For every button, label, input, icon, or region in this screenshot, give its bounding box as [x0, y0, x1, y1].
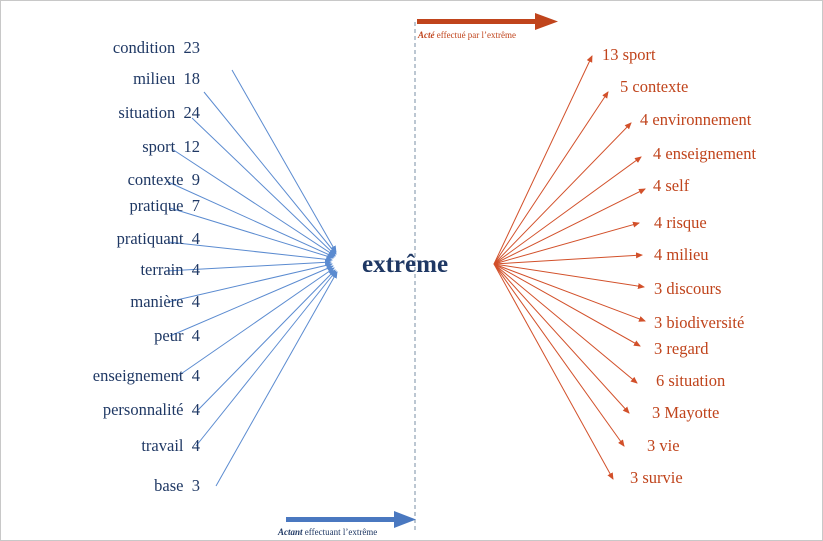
left-arrow [169, 207, 334, 260]
right-arrow [493, 55, 593, 265]
left-term: manière 4 [130, 292, 200, 311]
right-term: 3 discours [654, 279, 722, 298]
bottom-legend-arrow [286, 511, 416, 528]
right-term: 3 vie [647, 436, 680, 455]
right-term: 3 regard [654, 339, 709, 358]
right-arrow [493, 221, 640, 265]
left-term: pratiquant 4 [116, 229, 200, 248]
right-arrow [493, 263, 645, 290]
left-arrow [203, 91, 337, 255]
left-arrow [165, 259, 332, 272]
left-arrow [191, 117, 336, 256]
left-arrow [215, 271, 338, 487]
right-arrow [493, 91, 609, 265]
right-arrow [493, 188, 646, 265]
right-term: 6 situation [656, 371, 726, 390]
right-term: 4 enseignement [653, 144, 757, 163]
right-term: 4 milieu [654, 245, 709, 264]
left-term: travail 4 [141, 436, 200, 455]
left-term: contexte 9 [127, 170, 200, 189]
right-arrow [493, 252, 643, 265]
right-arrows [493, 55, 646, 480]
center-word: extrême [362, 251, 449, 278]
left-arrow [197, 269, 336, 411]
left-term: sport 12 [142, 137, 200, 156]
left-arrow [171, 148, 336, 257]
bottom-caption: Actant effectuant l’extrême [278, 527, 378, 537]
left-term: milieu 18 [133, 69, 200, 88]
right-term: 3 survie [630, 468, 683, 487]
left-term: enseignement 4 [92, 366, 200, 385]
top-caption: Acté effectué par l’extrême [418, 30, 517, 40]
right-arrow [493, 263, 646, 322]
left-arrow [231, 69, 337, 253]
left-term: base 3 [154, 476, 200, 495]
right-arrow [493, 122, 632, 265]
left-arrow [167, 262, 333, 303]
right-arrow [493, 156, 642, 265]
right-arrow [493, 263, 641, 347]
left-arrow [195, 270, 337, 447]
left-arrow [177, 267, 335, 377]
right-term: 4 environnement [640, 110, 752, 129]
left-arrow [169, 265, 334, 337]
left-term: personnalité 4 [102, 400, 200, 419]
right-term: 13 sport [602, 45, 656, 64]
left-term: peur 4 [154, 326, 200, 345]
right-term: 3 Mayotte [652, 403, 720, 422]
right-term: 4 self [653, 176, 690, 195]
right-arrow [493, 263, 625, 447]
right-arrow [493, 263, 638, 384]
left-arrows [165, 69, 338, 487]
left-term: terrain 4 [140, 260, 200, 279]
left-arrow [167, 241, 333, 263]
left-term: situation 24 [118, 103, 200, 122]
top-legend-arrow [417, 13, 558, 30]
right-arrow [493, 263, 614, 480]
left-term: condition 23 [112, 38, 200, 57]
left-arrow [165, 180, 335, 258]
right-arrow [493, 263, 630, 414]
left-term: pratique 7 [129, 196, 200, 215]
right-term: 4 risque [654, 213, 707, 232]
right-term: 3 biodiversité [654, 313, 745, 332]
right-term: 5 contexte [620, 77, 689, 96]
